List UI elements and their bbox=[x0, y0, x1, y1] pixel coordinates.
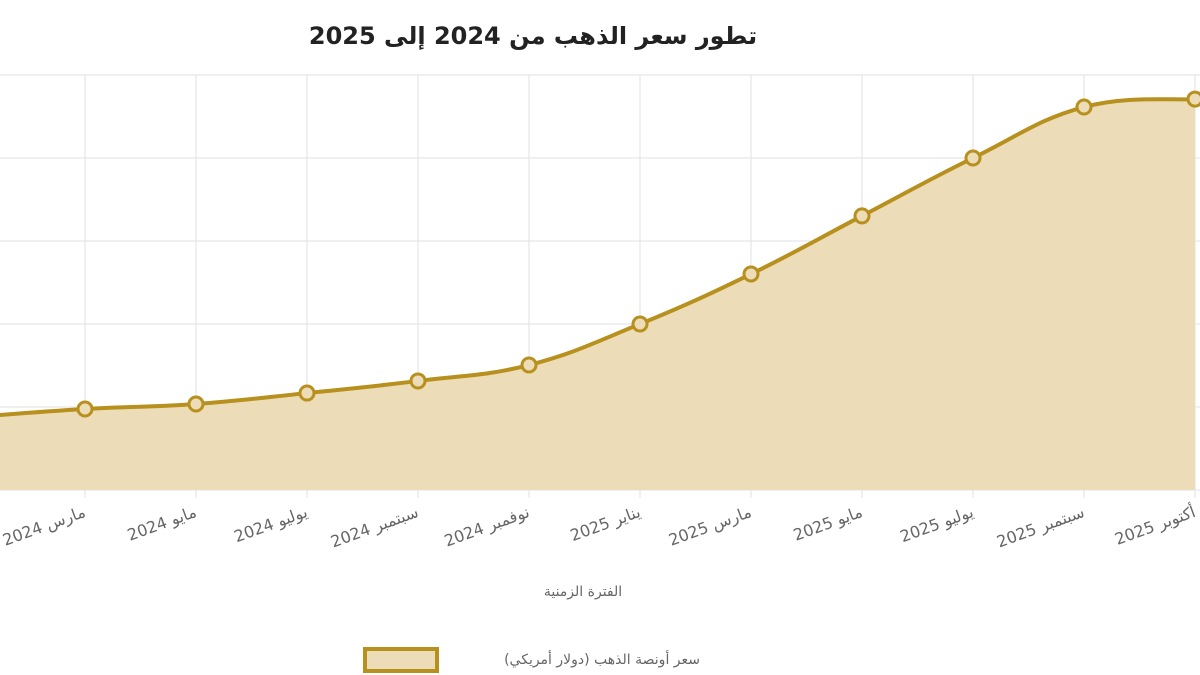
x-axis-title: الفترة الزمنية bbox=[544, 584, 622, 600]
x-tick-label: يوليو 2025 bbox=[898, 502, 977, 547]
point bbox=[1075, 98, 1093, 116]
point bbox=[853, 207, 871, 225]
point bbox=[76, 400, 94, 418]
point bbox=[1186, 90, 1200, 108]
point bbox=[742, 265, 760, 283]
point bbox=[298, 384, 316, 402]
x-tick-label: يوليو 2024 bbox=[232, 502, 311, 547]
point bbox=[631, 315, 649, 333]
legend-swatch bbox=[363, 647, 439, 673]
point bbox=[187, 395, 205, 413]
x-tick-label: مايو 2024 bbox=[125, 502, 199, 545]
x-tick-label: سبتمبر 2025 bbox=[994, 502, 1087, 552]
legend-label: سعر أونصة الذهب (دولار أمريكي) bbox=[504, 650, 700, 668]
point bbox=[964, 149, 982, 167]
x-tick-label: نوفمبر 2024 bbox=[442, 502, 533, 551]
x-tick-label: مارس 2024 bbox=[0, 502, 88, 550]
x-tick-label: سبتمبر 2024 bbox=[328, 502, 421, 552]
point bbox=[409, 372, 427, 390]
x-tick-label: يناير 2025 bbox=[568, 502, 644, 546]
area bbox=[0, 99, 1195, 490]
x-tick-label: مايو 2025 bbox=[791, 502, 865, 545]
x-tick-label: مارس 2025 bbox=[666, 502, 754, 550]
point bbox=[520, 356, 538, 374]
chart-title: تطور سعر الذهب من 2024 إلى 2025 bbox=[309, 22, 757, 50]
x-tick-label: أكتوبر 2025 bbox=[1112, 501, 1198, 550]
